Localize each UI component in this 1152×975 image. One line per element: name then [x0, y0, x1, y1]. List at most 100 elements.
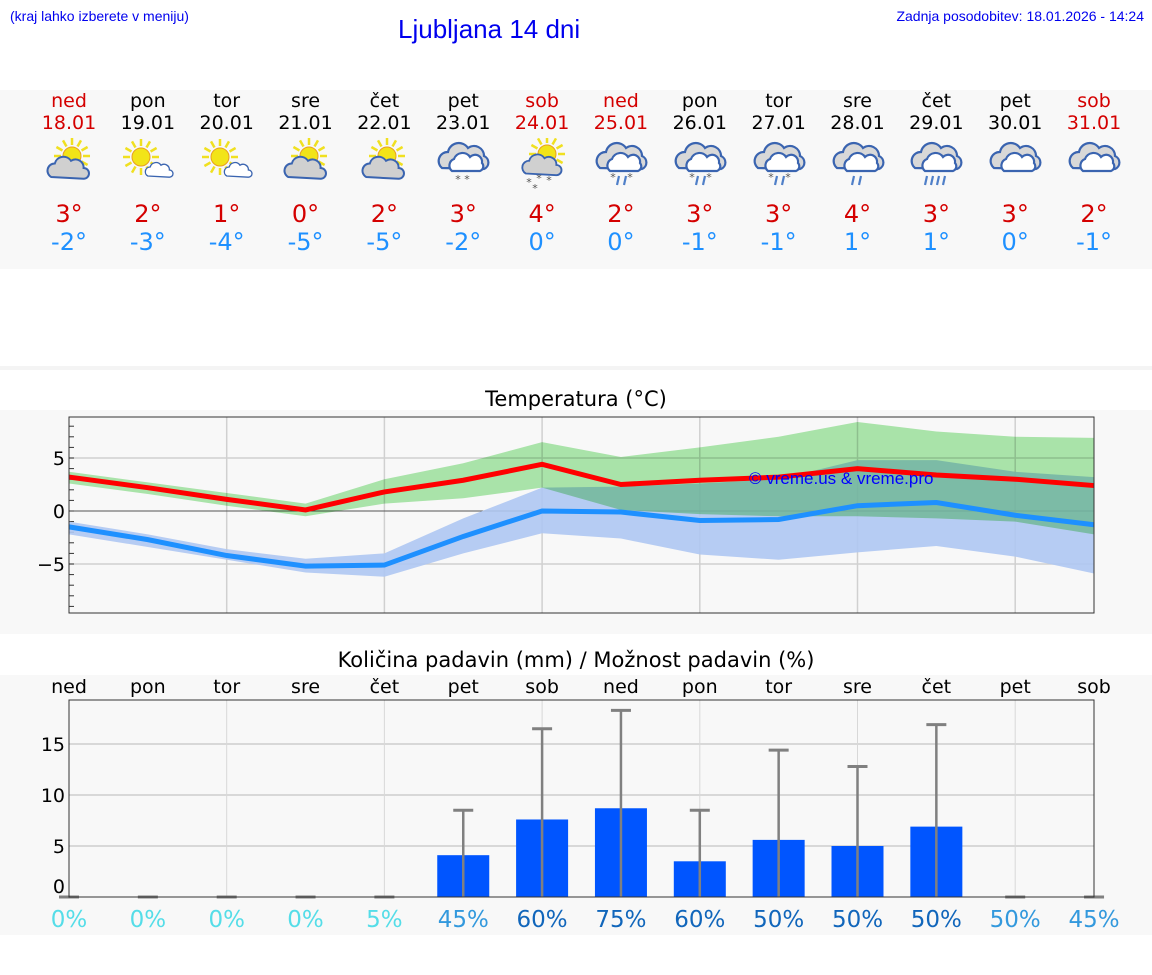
precip-day-label: sob: [1077, 676, 1111, 698]
day-name: tor: [213, 90, 241, 112]
cloud-shape: [46, 155, 90, 180]
day-date: 21.01: [278, 112, 333, 134]
raindrop-icon: [850, 175, 855, 186]
cloud-icon: [753, 141, 806, 173]
day-date: 20.01: [199, 112, 254, 134]
sun-ray: [209, 140, 216, 149]
page-title: Ljubljana 14 dni: [398, 14, 581, 44]
min-temperature: 0°: [528, 228, 556, 256]
day-forecast: sre 21.01 0° -5°: [267, 90, 345, 256]
day-name: pon: [129, 90, 166, 112]
cloud-front: [606, 151, 643, 173]
sun-ray: [377, 139, 383, 148]
precip-day-label: tor: [765, 676, 792, 698]
sun-small-cloud-icon: [122, 139, 174, 178]
min-temperature: -1°: [760, 228, 797, 256]
cloud-icon: [144, 161, 174, 178]
precip-probability-label: 45%: [1068, 907, 1119, 933]
cloud-front: [763, 151, 800, 173]
cloud-shape: [283, 155, 327, 180]
precip-day-label: sre: [291, 676, 320, 698]
day-forecast: tor 27.01 * * 3° -1°: [740, 90, 818, 256]
max-temperature-line: [68, 461, 1095, 513]
sun-ray: [61, 139, 68, 148]
precipitation-chart-title: Količina padavin (mm) / Možnost padavin …: [337, 648, 815, 672]
day-date: 24.01: [514, 112, 570, 134]
snowflake-icon: *: [610, 171, 616, 184]
precip-day-label: ned: [51, 676, 87, 698]
snowflake-icon: *: [532, 182, 538, 190]
cloud-shape: [361, 155, 406, 180]
day-name: čet: [921, 90, 952, 112]
sun-ray: [203, 146, 211, 153]
day-forecast: pet 23.01 * * 3° -2°: [424, 90, 502, 256]
max-temperature: 2°: [1080, 200, 1108, 228]
cloud-shape: [223, 161, 253, 178]
max-temperature: 3°: [922, 200, 950, 228]
min-temperature-line: [68, 500, 1095, 569]
cloud-heavy-rain-icon: [910, 141, 963, 186]
max-temperature: 4°: [843, 200, 872, 228]
day-date: 28.01: [830, 112, 885, 134]
sun-ray: [203, 161, 211, 168]
day-name: sob: [525, 90, 559, 112]
sun-ray: [76, 139, 83, 148]
max-temperature: 2°: [134, 200, 162, 228]
raindrop-icon: [701, 175, 706, 186]
cloud-icon: [46, 155, 90, 180]
cloud-icon: [437, 141, 490, 173]
cloud-icon: [989, 141, 1042, 173]
day-forecast: pet 30.01 3° 0°: [976, 90, 1054, 256]
day-date: 26.01: [672, 112, 727, 134]
raindrop-icon: [780, 175, 785, 186]
snowflake-icon: *: [689, 171, 695, 184]
precip-probability-label: 50%: [832, 907, 883, 933]
day-date: 19.01: [120, 112, 176, 134]
max-temperature: 1°: [213, 200, 241, 228]
min-temperature: -1°: [681, 228, 718, 256]
daily-forecast-panel: ned 18.01 3° -2° pon 19.01 2° -3° tor 20.01 1° -4° s…: [0, 90, 1152, 269]
sun-ray: [298, 139, 305, 148]
sun-ray: [80, 145, 89, 152]
sun-ray: [228, 146, 236, 153]
cloud-icon: [1068, 141, 1121, 173]
sun-ray: [396, 145, 404, 152]
day-date: 31.01: [1066, 112, 1122, 134]
min-temperature: -2°: [445, 228, 482, 256]
raindrop-icon: [924, 175, 929, 186]
sun-ray: [555, 143, 564, 150]
snowflake-icon: *: [706, 171, 712, 184]
day-date: 30.01: [987, 112, 1043, 134]
sun-ray: [530, 143, 539, 150]
day-date: 23.01: [436, 112, 491, 134]
sun-cloud-icon: [283, 138, 327, 180]
snowflake-icon: *: [546, 174, 552, 187]
cloud-snow-icon: * *: [437, 141, 490, 186]
day-forecast: pon 19.01 2° -3°: [109, 90, 187, 256]
snowflake-icon: *: [785, 171, 791, 184]
cloud-front: [1079, 151, 1116, 173]
precip-day-label: ned: [603, 676, 639, 698]
sun-ray: [145, 140, 151, 149]
precip-plot-frame: [68, 699, 1095, 898]
day-name: ned: [603, 90, 639, 112]
watermark: © vreme.us & vreme.pro: [749, 469, 933, 488]
day-forecast: čet 29.01 3° 1°: [897, 90, 975, 256]
cloud-icon: [283, 155, 327, 180]
precip-y-tick-label: 15: [41, 734, 65, 756]
precip-day-label: sob: [525, 676, 559, 698]
precip-probability-label: 60%: [517, 907, 568, 933]
raindrop-icon: [622, 175, 628, 186]
snowflake-icon: *: [536, 172, 542, 185]
day-date: 22.01: [357, 112, 412, 134]
day-date: 29.01: [909, 112, 964, 134]
day-name: sob: [1077, 90, 1111, 112]
temp-y-tick-label: 5: [53, 448, 65, 470]
sun-ray: [209, 165, 216, 174]
cloud-front: [448, 151, 485, 173]
precip-probability-label: 50%: [911, 907, 962, 933]
day-name: ned: [51, 90, 87, 112]
max-temperature: 4°: [528, 200, 556, 228]
sun-ray: [317, 145, 325, 152]
sun-cloud-snow-icon: * * **: [521, 138, 566, 190]
